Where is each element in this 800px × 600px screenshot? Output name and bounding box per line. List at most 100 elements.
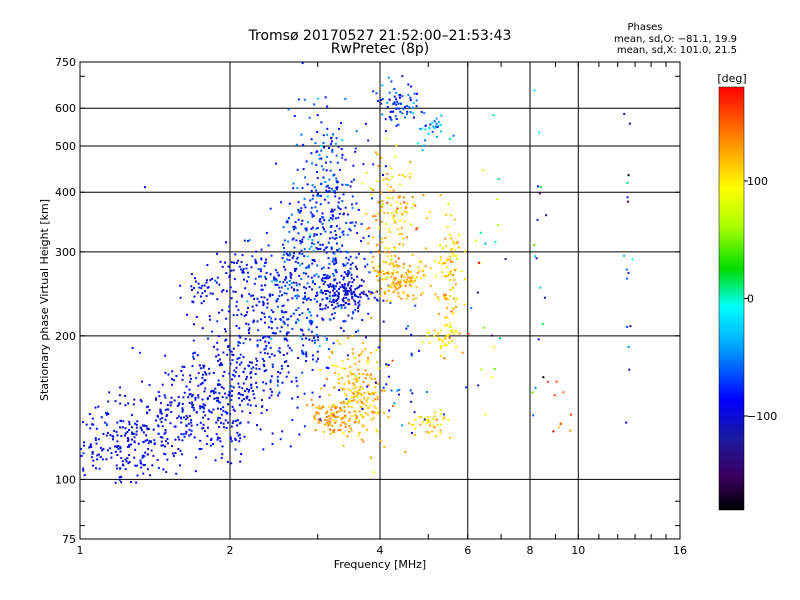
data-point — [381, 205, 383, 208]
data-point — [340, 148, 343, 151]
data-point — [433, 426, 436, 429]
data-point — [155, 419, 158, 422]
data-point — [410, 333, 413, 336]
data-point — [325, 276, 328, 279]
data-point — [434, 125, 437, 128]
data-point — [251, 390, 254, 392]
data-point — [347, 399, 350, 402]
data-point — [265, 231, 268, 234]
data-point — [301, 351, 304, 354]
data-point — [328, 219, 331, 222]
data-point — [627, 271, 630, 274]
data-point — [191, 289, 193, 291]
data-point — [292, 281, 295, 284]
data-point — [322, 266, 325, 269]
data-point — [209, 292, 212, 295]
data-point — [265, 369, 268, 372]
data-point — [252, 366, 255, 369]
data-point — [324, 293, 327, 296]
data-point — [187, 396, 190, 399]
data-point — [328, 300, 331, 303]
data-point — [273, 354, 276, 357]
data-point — [280, 318, 283, 321]
data-point — [372, 255, 375, 258]
data-point — [352, 164, 355, 167]
data-point — [353, 396, 356, 399]
data-point — [347, 273, 350, 276]
data-point — [190, 285, 193, 288]
data-point — [560, 422, 563, 425]
data-point — [322, 273, 325, 276]
data-point — [349, 370, 352, 373]
data-point — [377, 201, 380, 204]
data-point — [370, 378, 373, 380]
data-point — [392, 272, 395, 275]
data-point — [334, 285, 337, 288]
data-point — [254, 277, 257, 280]
data-point — [268, 356, 271, 359]
data-point — [363, 391, 366, 394]
data-point — [532, 414, 535, 417]
data-point — [204, 371, 207, 374]
data-point — [291, 327, 294, 330]
data-point — [288, 347, 291, 350]
data-point — [133, 436, 136, 439]
data-point — [167, 373, 170, 376]
data-point — [400, 275, 403, 278]
data-point — [367, 406, 370, 409]
data-point — [179, 296, 182, 299]
data-point — [452, 311, 454, 314]
data-point — [131, 347, 134, 349]
data-point — [434, 435, 437, 438]
data-point — [310, 206, 313, 209]
data-point — [315, 360, 318, 363]
data-point — [378, 367, 381, 370]
data-point — [310, 398, 313, 401]
data-point — [343, 293, 346, 296]
data-point — [122, 420, 125, 423]
data-point — [387, 178, 390, 181]
data-point — [409, 265, 411, 267]
data-point — [313, 186, 316, 189]
data-point — [247, 421, 250, 424]
data-point — [341, 387, 343, 390]
data-point — [341, 183, 344, 186]
data-point — [439, 256, 442, 259]
data-point — [279, 330, 282, 333]
data-point — [395, 91, 398, 94]
data-point — [98, 467, 101, 470]
data-point — [334, 404, 336, 407]
data-point — [302, 272, 305, 274]
data-point — [340, 418, 343, 420]
data-point — [294, 295, 297, 297]
data-point — [334, 278, 337, 281]
data-point — [343, 406, 346, 409]
data-point — [273, 278, 275, 281]
data-point — [390, 389, 393, 392]
data-point — [456, 242, 459, 245]
data-point — [331, 419, 334, 422]
data-point — [338, 197, 341, 200]
data-point — [303, 286, 306, 289]
data-point — [385, 299, 388, 302]
data-point — [299, 242, 302, 245]
data-point — [289, 272, 292, 275]
data-point — [375, 275, 378, 278]
data-point — [372, 392, 375, 395]
data-point — [416, 226, 419, 229]
data-point — [341, 299, 344, 302]
data-point — [346, 293, 349, 296]
data-point — [334, 259, 337, 262]
data-point — [302, 301, 305, 304]
colorbar — [718, 86, 745, 511]
data-point — [336, 186, 339, 189]
data-point — [341, 388, 344, 391]
data-point — [192, 355, 194, 358]
data-point — [448, 137, 451, 140]
data-point — [221, 453, 224, 456]
x-tick-label: 10 — [571, 544, 585, 557]
data-point — [194, 470, 197, 473]
data-point — [172, 454, 175, 457]
data-point — [445, 259, 448, 262]
